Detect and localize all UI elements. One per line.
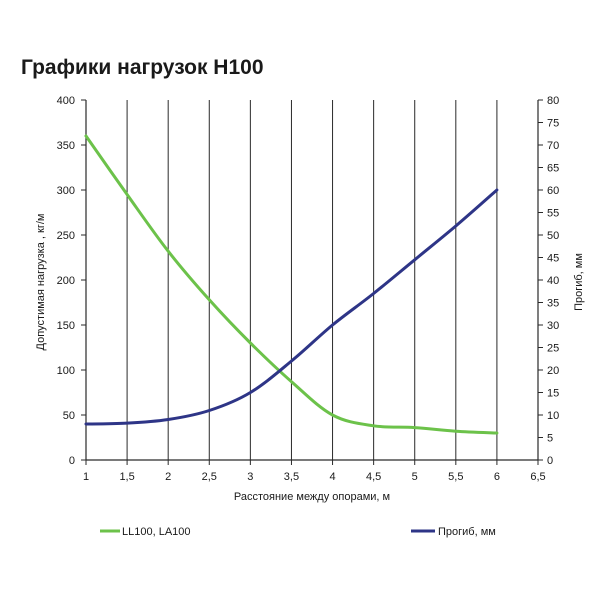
y-right-tick-label: 15 bbox=[547, 388, 559, 400]
series-line-1 bbox=[84, 134, 499, 435]
y-left-tick-label: 350 bbox=[57, 140, 75, 152]
y-right-tick-label: 40 bbox=[547, 275, 559, 287]
y-left-axis-label: Допустимая нагрузка , кг/м bbox=[35, 214, 47, 351]
x-tick-label: 4,5 bbox=[366, 471, 381, 483]
y-left-tick-label: 250 bbox=[57, 230, 75, 242]
y-left-tick-label: 150 bbox=[57, 320, 75, 332]
y-right-tick-labels: 0 5 10 15 20 25 30 35 40 45 50 55 60 65 70 75 80 bbox=[547, 95, 559, 467]
axes bbox=[81, 99, 543, 465]
x-tick-label: 6 bbox=[494, 471, 500, 483]
y-left-tick-label: 100 bbox=[57, 365, 75, 377]
grid-lines bbox=[85, 100, 539, 460]
x-axis-label: Расстояние между опорами, м bbox=[234, 491, 390, 503]
legend-label: Прогиб, мм bbox=[438, 526, 496, 538]
x-tick-labels: 1 1,5 2 2,5 3 3,5 4 4,5 5 5,5 6 6,5 bbox=[83, 471, 546, 483]
y-right-tick-label: 20 bbox=[547, 365, 559, 377]
y-right-tick-label: 70 bbox=[547, 140, 559, 152]
y-right-tick-label: 25 bbox=[547, 343, 559, 355]
y-right-tick-label: 30 bbox=[547, 320, 559, 332]
y-right-tick-label: 75 bbox=[547, 118, 559, 130]
y-left-tick-labels: 0 50 100 150 200 250 300 350 400 bbox=[57, 95, 75, 467]
x-tick-label: 2,5 bbox=[202, 471, 217, 483]
y-right-tick-label: 45 bbox=[547, 253, 559, 265]
series-line-2 bbox=[84, 188, 499, 426]
x-tick-label: 3,5 bbox=[284, 471, 299, 483]
legend-item: Прогиб, мм bbox=[411, 526, 496, 538]
y-right-tick-label: 0 bbox=[547, 455, 553, 467]
x-tick-label: 2 bbox=[165, 471, 171, 483]
y-left-tick-label: 200 bbox=[57, 275, 75, 287]
y-left-tick-label: 400 bbox=[57, 95, 75, 107]
y-right-tick-label: 35 bbox=[547, 298, 559, 310]
y-right-tick-label: 80 bbox=[547, 95, 559, 107]
y-right-tick-label: 55 bbox=[547, 208, 559, 220]
x-tick-label: 3 bbox=[247, 471, 253, 483]
x-tick-label: 6,5 bbox=[530, 471, 545, 483]
x-tick-label: 1 bbox=[83, 471, 89, 483]
y-right-tick-label: 60 bbox=[547, 185, 559, 197]
x-tick-label: 5,5 bbox=[448, 471, 463, 483]
y-right-tick-label: 50 bbox=[547, 230, 559, 242]
legend-item: LL100, LA100 bbox=[100, 526, 191, 538]
y-right-tick-label: 5 bbox=[547, 433, 553, 445]
chart-title: Графики нагрузок H100 bbox=[21, 56, 264, 79]
y-right-axis-label: Прогиб, мм bbox=[573, 253, 585, 311]
y-right-tick-label: 65 bbox=[547, 163, 559, 175]
y-right-tick-label: 10 bbox=[547, 410, 559, 422]
x-tick-label: 4 bbox=[329, 471, 335, 483]
y-left-tick-label: 50 bbox=[63, 410, 75, 422]
y-left-tick-label: 300 bbox=[57, 185, 75, 197]
y-left-tick-label: 0 bbox=[69, 455, 75, 467]
series-lines bbox=[84, 134, 499, 435]
legend: LL100, LA100 Прогиб, мм bbox=[100, 526, 496, 538]
x-tick-label: 1,5 bbox=[119, 471, 134, 483]
legend-label: LL100, LA100 bbox=[122, 526, 191, 538]
x-tick-label: 5 bbox=[412, 471, 418, 483]
